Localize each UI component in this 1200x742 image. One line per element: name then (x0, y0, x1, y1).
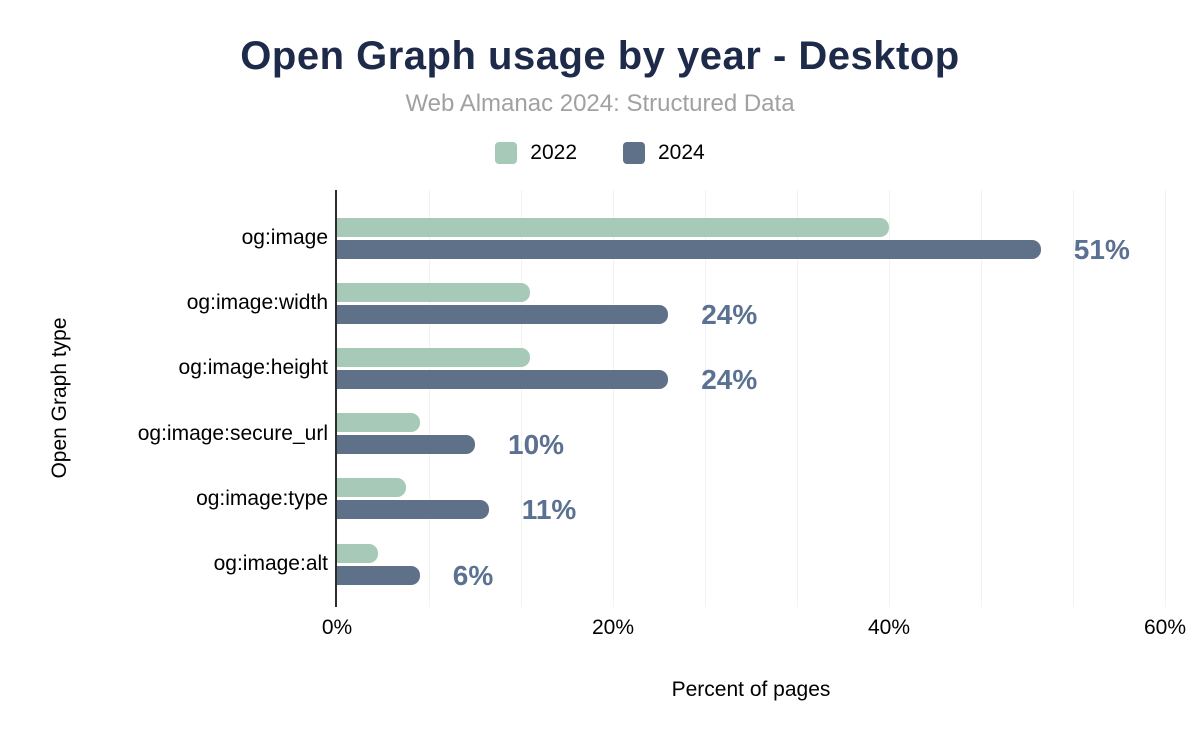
bar-2022-og-image-secure-url (337, 413, 420, 433)
gridline (1165, 190, 1166, 607)
x-tick-label: 20% (591, 616, 635, 639)
legend-swatch-2022 (495, 142, 518, 164)
plot-area (335, 190, 1166, 607)
bar-2024-og-image-height (337, 369, 669, 389)
x-tick-label: 0% (321, 616, 353, 639)
bar-2024-og-image-width (337, 304, 669, 324)
bar-2022-og-image-width (337, 282, 531, 302)
bar-2022-og-image (337, 217, 889, 237)
category-label: og:image:width (186, 291, 328, 315)
data-label: 10% (508, 429, 565, 461)
bar-2022-og-image-height (337, 347, 531, 367)
gridline (1073, 190, 1074, 607)
bar-2024-og-image-alt (337, 565, 420, 585)
chart-title: Open Graph usage by year - Desktop (240, 34, 960, 78)
category-label: og:image (241, 226, 328, 249)
category-label: og:image:alt (213, 552, 328, 575)
y-axis-title: Open Graph type (48, 317, 71, 479)
bar-2024-og-image (337, 239, 1041, 259)
category-label: og:image:secure_url (137, 421, 328, 445)
data-label: 6% (452, 559, 494, 591)
gridline (705, 190, 706, 607)
data-label: 24% (701, 363, 758, 395)
legend-label-2024: 2024 (658, 141, 705, 164)
data-label: 24% (701, 298, 758, 330)
category-label: og:image:type (196, 486, 328, 510)
bar-2022-og-image-type (337, 478, 406, 498)
bar-2024-og-image-type (337, 500, 489, 520)
legend-swatch-2024 (623, 142, 645, 164)
gridline (521, 190, 522, 607)
chart-subtitle: Web Almanac 2024: Structured Data (405, 90, 795, 117)
x-tick-label: 60% (1143, 616, 1187, 639)
gridline (797, 190, 798, 607)
data-label: 51% (1073, 233, 1130, 265)
bar-2024-og-image-secure-url (337, 435, 475, 455)
gridline (613, 190, 614, 607)
y-axis-line (335, 190, 337, 607)
legend-label-2022: 2022 (530, 141, 577, 164)
data-label: 11% (521, 494, 577, 526)
legend: 2022 2024 (0, 141, 1200, 165)
gridline (981, 190, 982, 607)
legend-item-2024: 2024 (623, 141, 705, 165)
x-tick-label: 40% (867, 616, 911, 639)
gridline (889, 190, 890, 607)
legend-item-2022: 2022 (495, 141, 577, 165)
gridline (429, 190, 430, 607)
bar-2022-og-image-alt (337, 543, 379, 563)
x-axis-title: Percent of pages (671, 678, 831, 701)
category-label: og:image:height (178, 356, 328, 380)
